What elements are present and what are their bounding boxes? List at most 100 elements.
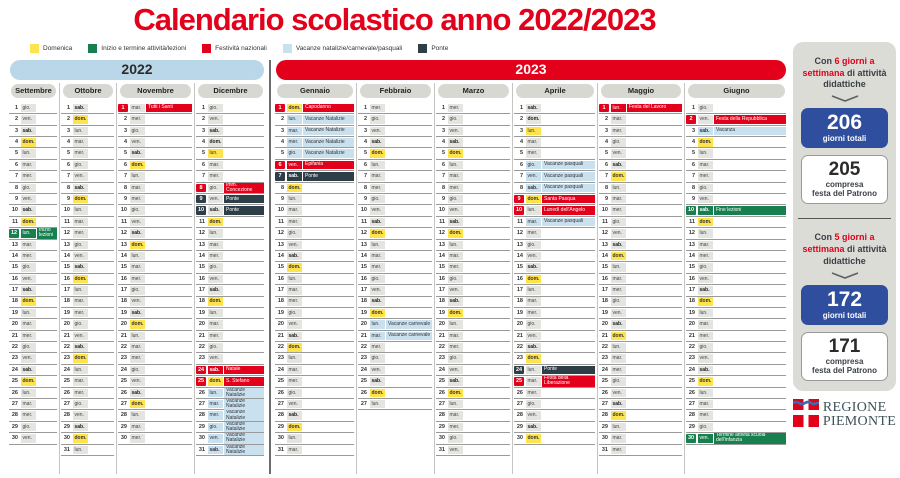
day-row: 14 sab.	[275, 251, 354, 263]
day-number: 17	[438, 287, 445, 294]
day-row: 7 mer.	[196, 171, 264, 183]
day-abbrev: sab.	[20, 126, 36, 136]
day-row: 20 lun. Vacanze carnevale	[358, 319, 432, 331]
day-row: 31 ven.	[436, 445, 510, 456]
day-abbrev: mar.	[286, 206, 302, 215]
day-number: 18	[11, 298, 18, 305]
day-abbrev: sab.	[20, 365, 36, 375]
day-row: 6 ven. Epifania	[275, 160, 354, 172]
day-abbrev: gio.	[610, 138, 626, 147]
day-abbrev: dom.	[72, 274, 88, 284]
day-abbrev: gio.	[129, 126, 145, 136]
day-abbrev: mar.	[610, 115, 626, 124]
logo-text: REGIONE PIEMONTE	[823, 400, 896, 430]
day-abbrev: dom.	[20, 217, 36, 227]
day-abbrev: ven.	[369, 286, 385, 295]
patron-days-box: 171 compresa festa del Patrono	[801, 331, 888, 381]
day-row: 6 lun.	[436, 160, 510, 172]
month-giugno: Giugno 1 gio. 2 ven. Festa della Repubblica 3 s…	[684, 82, 788, 474]
summary-intro: Con 5 giorni a settimana di attività did…	[798, 232, 891, 267]
day-number: 6	[519, 161, 523, 168]
day-row: 15 mar.	[118, 262, 192, 274]
day-number: 13	[516, 241, 523, 248]
day-row: 9 dom.	[61, 194, 114, 206]
day-abbrev: gio.	[286, 229, 302, 238]
day-abbrev: mer.	[129, 274, 145, 284]
day-number: 27	[601, 400, 608, 407]
day-abbrev: mar.	[697, 320, 713, 329]
patron-days-value: 205	[828, 159, 861, 181]
day-number: 10	[514, 206, 524, 215]
day-number: 13	[360, 241, 367, 248]
day-number: 19	[601, 309, 608, 316]
day-row: 25 dom.	[686, 376, 786, 388]
total-days-caption: giorni totali	[822, 134, 867, 144]
day-number: 20	[277, 321, 284, 328]
day-row: 14 mer.	[196, 251, 264, 263]
day-number: 14	[438, 252, 445, 259]
day-abbrev: lun.	[447, 399, 463, 409]
day-abbrev: sab.	[286, 172, 302, 181]
day-abbrev: dom.	[697, 138, 713, 147]
day-abbrev: sab.	[610, 399, 626, 409]
day-number: 31	[198, 446, 205, 453]
day-abbrev: lun.	[286, 434, 302, 443]
day-number: 20	[516, 321, 523, 328]
day-abbrev: ven.	[697, 434, 713, 443]
day-number: 10	[196, 206, 206, 215]
day-row: 21 mer.	[686, 331, 786, 343]
day-row: 24 mer.	[599, 365, 682, 377]
day-number: 24	[688, 366, 695, 373]
day-abbrev: ven.	[697, 354, 713, 363]
day-number: 12	[9, 229, 19, 238]
day-abbrev: mar.	[697, 240, 713, 250]
day-abbrev: lun.	[369, 399, 385, 409]
day-number: 9	[514, 194, 524, 204]
day-number: 29	[438, 423, 445, 430]
day-abbrev: mer.	[369, 343, 385, 352]
patron-days-value: 171	[828, 335, 861, 357]
day-abbrev: gio.	[447, 194, 463, 204]
day-abbrev: sab.	[525, 422, 541, 432]
day-abbrev: dom.	[369, 149, 385, 158]
day-number: 17	[601, 287, 608, 294]
day-row: 7 sab. Ponte	[275, 171, 354, 183]
day-row: 13 lun.	[436, 240, 510, 251]
day-abbrev: lun.	[610, 103, 626, 113]
day-row: 19 gio.	[275, 308, 354, 320]
day-row: 29 dom.	[275, 422, 354, 434]
day-number: 19	[11, 309, 18, 316]
day-abbrev: lun.	[20, 308, 36, 318]
day-abbrev: dom.	[610, 251, 626, 261]
day-number: 25	[438, 378, 445, 385]
day-abbrev: lun.	[207, 388, 223, 398]
day-abbrev: sab.	[286, 331, 302, 341]
day-row: 15 gio.	[9, 262, 57, 274]
day-number: 25	[601, 378, 608, 385]
day-row: 16 mar.	[599, 274, 682, 286]
day-number: 26	[516, 389, 523, 396]
day-abbrev: gio.	[20, 183, 36, 193]
day-number: 28	[11, 412, 18, 419]
day-number: 18	[63, 298, 70, 305]
day-number: 28	[277, 412, 284, 419]
day-row: 18 mar.	[514, 297, 595, 308]
month-dicembre: Dicembre 1 gio. 2 ven. 3 sab. 4 dom. 5 lun. 6 mar. 7 m…	[194, 82, 266, 474]
day-abbrev: sab.	[286, 411, 302, 420]
day-abbrev: mer.	[447, 263, 463, 272]
day-row: 7 mar.	[436, 171, 510, 183]
day-abbrev: sab.	[20, 206, 36, 215]
day-abbrev: gio.	[369, 354, 385, 363]
day-row: 27 sab.	[599, 399, 682, 411]
day-abbrev: ven.	[286, 399, 302, 409]
day-number: 3	[691, 127, 695, 134]
day-row: 19 lun.	[196, 308, 264, 320]
day-abbrev: lun.	[610, 183, 626, 193]
day-row: 30 ven. Vacanze Natalizie	[196, 433, 264, 445]
day-number: 22	[198, 344, 205, 351]
day-abbrev: ven.	[129, 297, 145, 306]
day-row: 12 lun. Inizio lezioni	[9, 228, 57, 240]
day-abbrev: dom.	[697, 217, 713, 227]
day-abbrev: lun.	[697, 388, 713, 398]
day-abbrev: lun.	[286, 194, 302, 204]
